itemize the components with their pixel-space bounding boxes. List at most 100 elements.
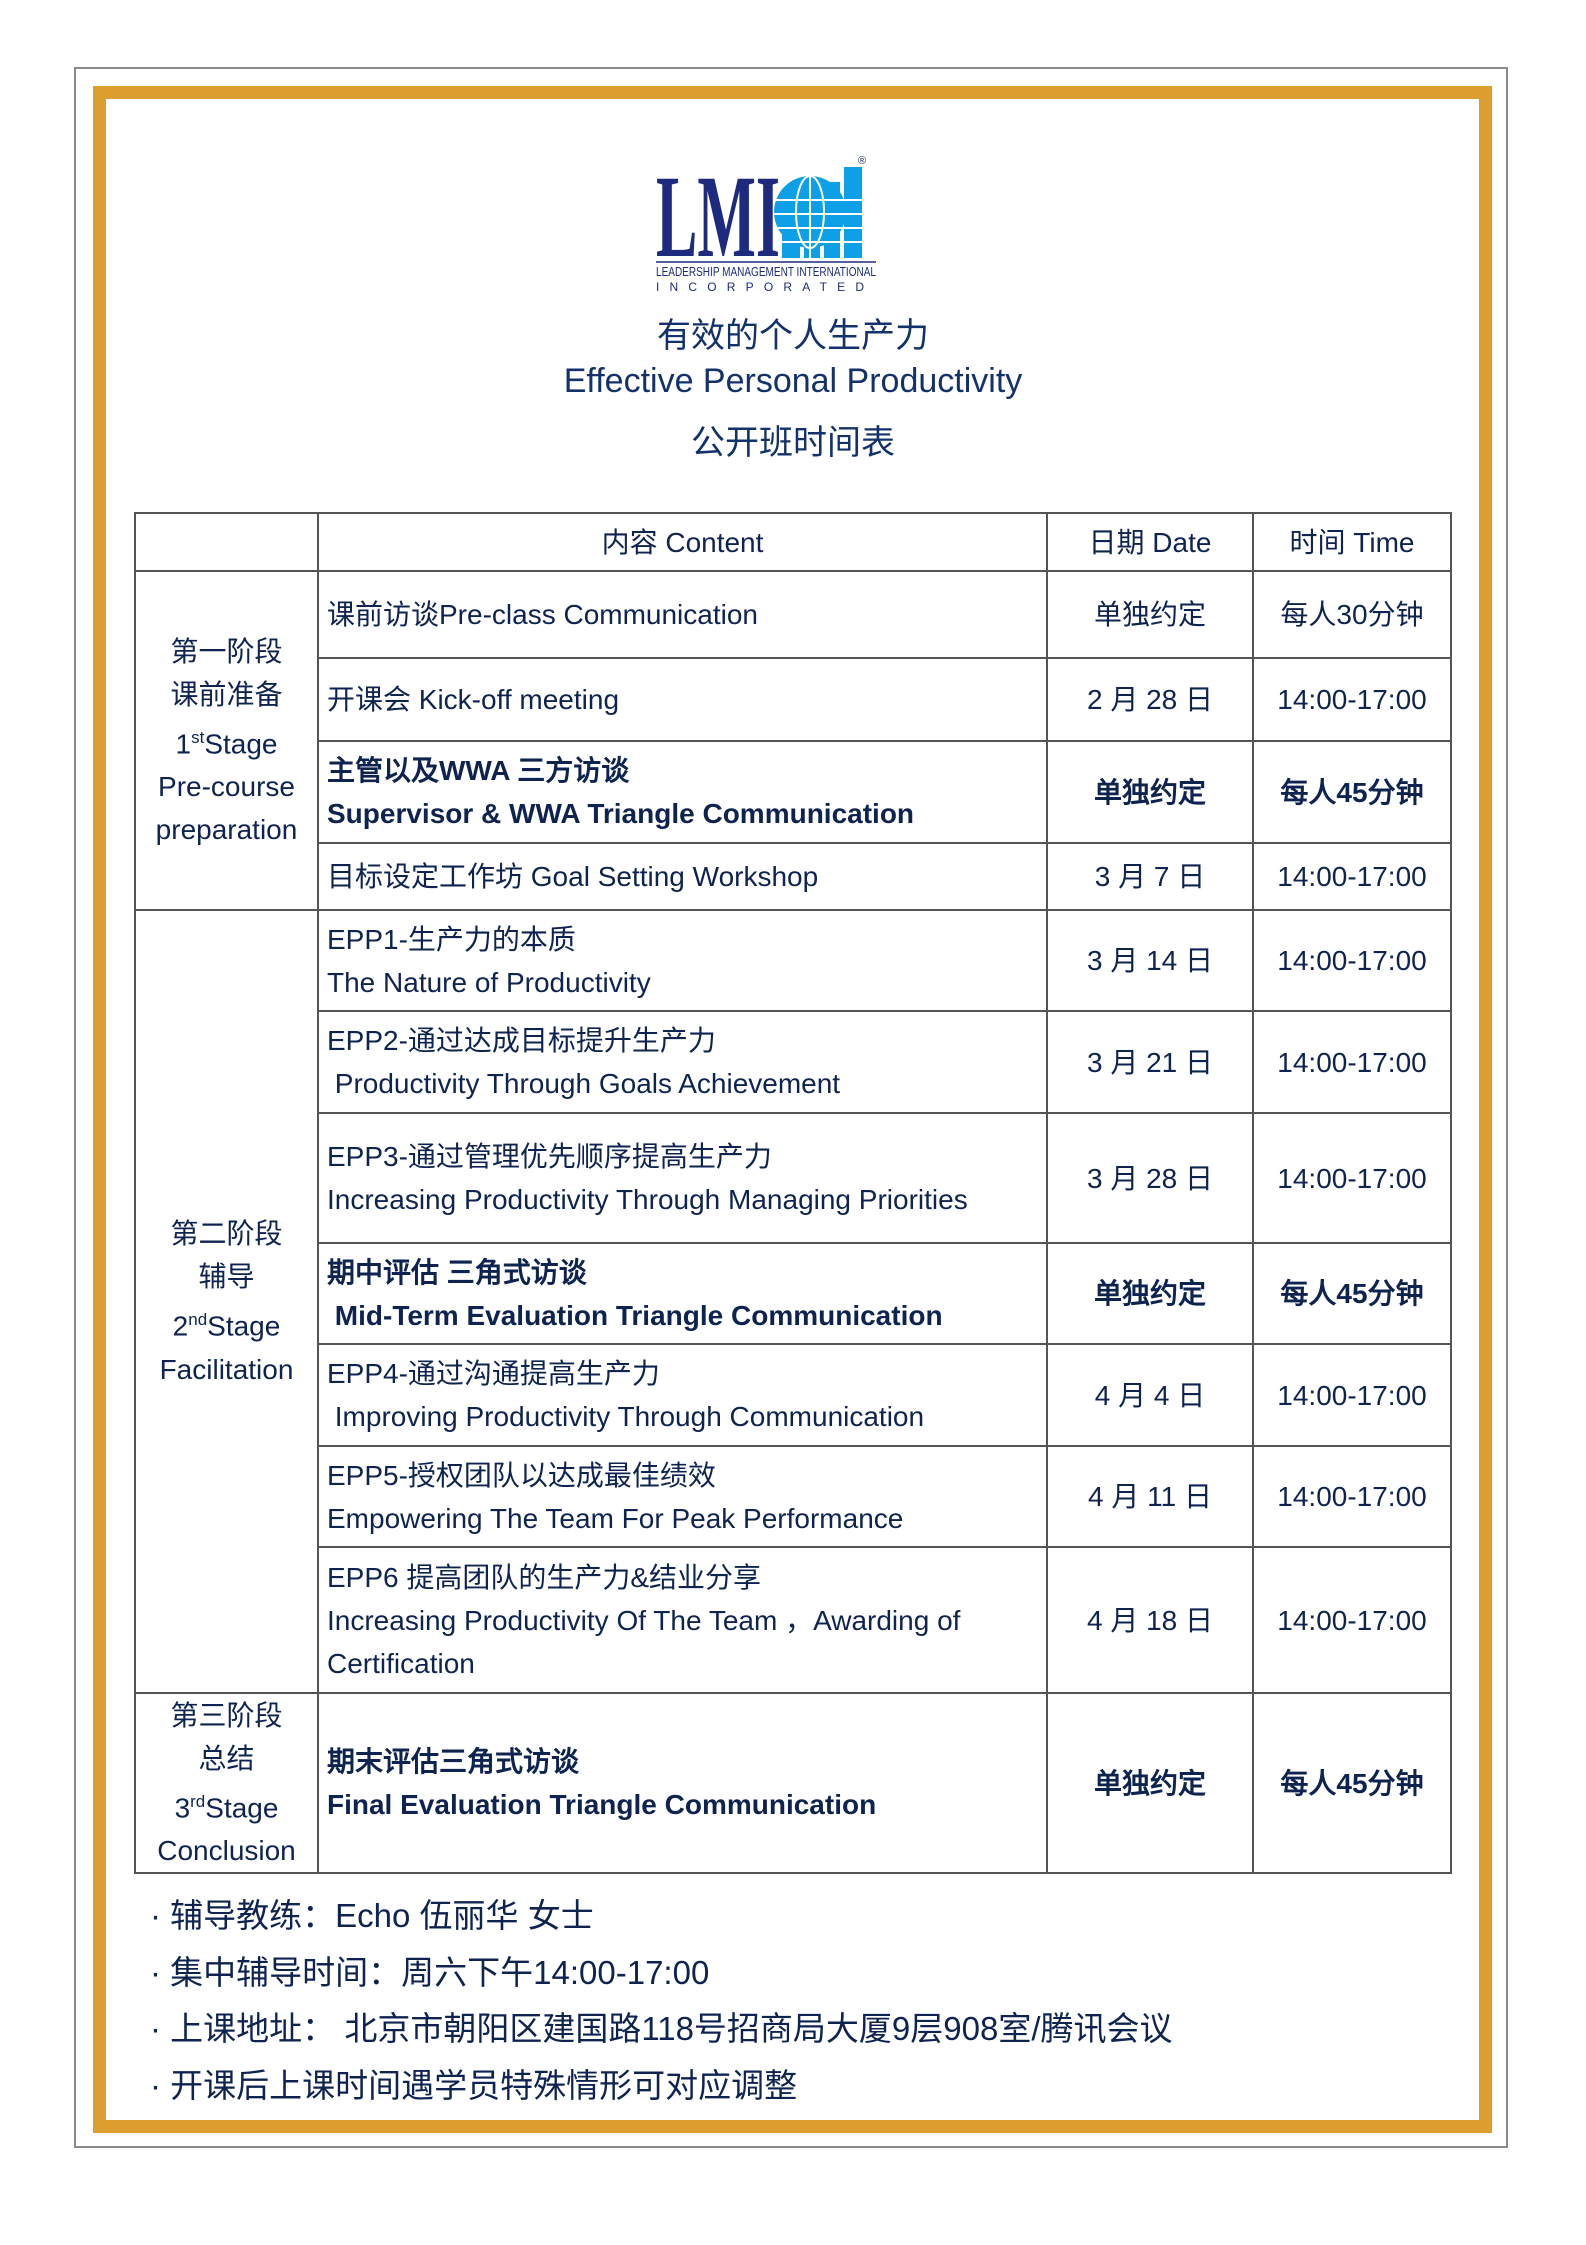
stage-cn2: 课前准备 xyxy=(170,678,283,710)
title-cn: 有效的个人生产力 xyxy=(657,317,929,355)
stage-suffix: nd xyxy=(188,1310,208,1330)
stage-cn1: 第二阶段 xyxy=(170,1218,283,1250)
content-line2: Mid-Term Evaluation Triangle Communicati… xyxy=(327,1299,943,1331)
stage-en: Pre-course preparation xyxy=(155,771,298,846)
content-line1: EPP1-生产力的本质 xyxy=(327,923,576,955)
time-cell: 14:00-17:00 xyxy=(1252,1445,1452,1548)
stage-ordinal: 3rdStage xyxy=(140,1780,313,1829)
header-date: 日期 Date xyxy=(1046,512,1254,572)
table-row: EPP5-授权团队以达成最佳绩效 Empowering The Team For … xyxy=(135,1445,1452,1548)
page-frame xyxy=(74,67,1508,2148)
registered-mark: ® xyxy=(858,155,866,167)
stage-cn2: 总结 xyxy=(198,1743,255,1774)
stage-word: Stage xyxy=(207,1310,281,1342)
content-cell: EPP3-通过管理优先顺序提高生产力 Increasing Productivit… xyxy=(317,1112,1048,1244)
table-header-row: 内容 Content 日期 Date 时间 Time xyxy=(134,512,1452,572)
table-row: 第一阶段 课前准备 1stStage Pre-course preparatio… xyxy=(134,570,1452,911)
stage-word: Stage xyxy=(204,728,278,760)
note-item: · 上课地址： 北京市朝阳区建国路118号招商局大厦9层908室/腾讯会议 xyxy=(150,2010,1173,2047)
content-cell: 目标设定工作坊 Goal Setting Workshop xyxy=(317,842,1048,911)
content-line2: Increasing Productivity Through Managing… xyxy=(327,1184,968,1215)
time-cell: 14:00-17:00 xyxy=(1252,1112,1452,1244)
content-cell: EPP1-生产力的本质 The Nature of Productivity xyxy=(317,909,1048,1012)
content-line1: 主管以及WWA 三方访谈 xyxy=(327,755,630,786)
table-row: 目标设定工作坊 Goal Setting Workshop 3 月 7 日 14… xyxy=(135,842,1452,911)
stage-en: Conclusion xyxy=(157,1835,296,1867)
content-line1: EPP3-通过管理优先顺序提高生产力 xyxy=(327,1141,772,1172)
content-line1: 期末评估三角式访谈 xyxy=(327,1746,580,1778)
date-cell: 3 月 28 日 xyxy=(1046,1112,1254,1244)
header-time: 时间 Time xyxy=(1252,512,1452,572)
stage-cell: 第三阶段 总结 3rdStage Conclusion xyxy=(134,1691,319,1875)
table-row: EPP6 提高团队的生产力&结业分享 Increasing Productivit… xyxy=(135,1546,1452,1694)
content-line1: EPP5-授权团队以达成最佳绩效 xyxy=(327,1459,716,1491)
stage-num: 2 xyxy=(172,1310,189,1342)
date-cell: 4 月 18 日 xyxy=(1046,1546,1254,1694)
stage-word: Stage xyxy=(205,1792,279,1824)
table-row: 主管以及WWA 三方访谈 Supervisor & WWA Triangle Co… xyxy=(135,740,1452,844)
schedule-table: 内容 Content 日期 Date 时间 Time 第一阶段 课前准备 1st… xyxy=(134,512,1452,1875)
time-cell: 14:00-17:00 xyxy=(1252,1343,1452,1447)
content-line2: Improving Productivity Through Communica… xyxy=(327,1401,925,1432)
stage-en: Facilitation xyxy=(159,1353,294,1385)
table-row: EPP2-通过达成目标提升生产力 Productivity Through Go… xyxy=(135,1010,1452,1114)
content-line1: 目标设定工作坊 Goal Setting Workshop xyxy=(327,861,819,892)
content-line2: Productivity Through Goals Achievement xyxy=(327,1068,841,1099)
content-cell: EPP4-通过沟通提高生产力 Improving Productivity Th… xyxy=(317,1343,1048,1447)
time-cell: 14:00-17:00 xyxy=(1252,909,1452,1012)
content-line1: 课前访谈Pre-class Communication xyxy=(327,599,758,630)
date-cell: 单独约定 xyxy=(1046,1242,1254,1345)
table-row: 第二阶段 辅导 2ndStage Facilitation EPP1-生产力的本质… xyxy=(134,909,1452,1694)
time-cell: 每人45分钟 xyxy=(1252,1691,1452,1875)
content-line1: EPP6 提高团队的生产力&结业分享 xyxy=(327,1561,762,1593)
content-cell: EPP2-通过达成目标提升生产力 Productivity Through Go… xyxy=(317,1010,1048,1114)
date-cell: 单独约定 xyxy=(1046,740,1254,844)
title-en: Effective Personal Productivity xyxy=(563,362,1023,400)
stage-num: 1 xyxy=(175,728,192,760)
content-cell: EPP5-授权团队以达成最佳绩效 Empowering The Team For … xyxy=(317,1445,1048,1548)
stage-ordinal: 2ndStage xyxy=(140,1298,313,1347)
time-cell: 14:00-17:00 xyxy=(1252,657,1452,742)
content-cell: EPP6 提高团队的生产力&结业分享 Increasing Productivit… xyxy=(317,1546,1048,1694)
content-line2: Empowering The Team For Peak Performance xyxy=(327,1502,904,1534)
content-line2: Increasing Productivity Of The Team ，Awa… xyxy=(327,1604,969,1679)
content-line2: The Nature of Productivity xyxy=(327,966,651,998)
stage-suffix: st xyxy=(191,727,205,747)
date-cell: 单独约定 xyxy=(1046,570,1254,659)
stage-cn1: 第三阶段 xyxy=(170,1700,283,1731)
content-line1: 开课会 Kick-off meeting xyxy=(327,684,620,715)
date-cell: 4 月 11 日 xyxy=(1046,1445,1254,1548)
note-item: · 集中辅导时间：周六下午14:00-17:00 xyxy=(150,1953,710,1991)
time-cell: 每人45分钟 xyxy=(1252,740,1452,844)
lmi-logo: LMI ® LEADERSHIP MANAGEMENT INTERNATIONA… xyxy=(656,152,876,294)
stage-cell: 第一阶段 课前准备 1stStage Pre-course preparatio… xyxy=(134,570,319,911)
note-item: · 开课后上课时间遇学员特殊情形可对应调整 xyxy=(150,2066,798,2104)
content-line2: Supervisor & WWA Triangle Communication xyxy=(327,798,915,829)
stage-cell: 第二阶段 辅导 2ndStage Facilitation xyxy=(134,909,319,1694)
title-sub: 公开班时间表 xyxy=(691,424,895,462)
date-cell: 2 月 28 日 xyxy=(1046,657,1254,742)
content-cell: 课前访谈Pre-class Communication xyxy=(317,570,1048,659)
content-line1: 期中评估 三角式访谈 xyxy=(327,1256,587,1288)
content-line1: EPP2-通过达成目标提升生产力 xyxy=(327,1025,716,1056)
table-row: 开课会 Kick-off meeting 2 月 28 日 14:00-17:0… xyxy=(135,657,1452,742)
svg-text:LEADERSHIP MANAGEMENT INTERNAT: LEADERSHIP MANAGEMENT INTERNATIONAL xyxy=(656,264,876,279)
stage-suffix: rd xyxy=(190,1792,206,1811)
note-item: · 辅导教练：Echo 伍丽华 女士 xyxy=(150,1897,594,1934)
notes-list: · 辅导教练：Echo 伍丽华 女士 · 集中辅导时间：周六下午14:00-17… xyxy=(150,1888,1173,2114)
header-content: 内容 Content xyxy=(317,512,1048,572)
time-cell: 每人45分钟 xyxy=(1252,1242,1452,1345)
content-line1: EPP4-通过沟通提高生产力 xyxy=(327,1358,660,1389)
content-cell: 主管以及WWA 三方访谈 Supervisor & WWA Triangle Co… xyxy=(317,740,1048,844)
svg-text:INCORPORATED: INCORPORATED xyxy=(656,280,876,294)
table-row: 第三阶段 总结 3rdStage Conclusion 期末评估三角式访谈 Fina… xyxy=(134,1691,1452,1875)
time-cell: 14:00-17:00 xyxy=(1252,1010,1452,1114)
table-row: 期中评估 三角式访谈 Mid-Term Evaluation Triangle … xyxy=(135,1242,1452,1345)
content-line2: Final Evaluation Triangle Communication xyxy=(327,1789,877,1821)
date-cell: 4 月 4 日 xyxy=(1046,1343,1254,1447)
header-stage xyxy=(134,512,319,572)
date-cell: 单独约定 xyxy=(1046,1691,1254,1875)
content-cell: 开课会 Kick-off meeting xyxy=(317,657,1048,742)
content-cell: 期中评估 三角式访谈 Mid-Term Evaluation Triangle … xyxy=(317,1242,1048,1345)
time-cell: 14:00-17:00 xyxy=(1252,842,1452,911)
